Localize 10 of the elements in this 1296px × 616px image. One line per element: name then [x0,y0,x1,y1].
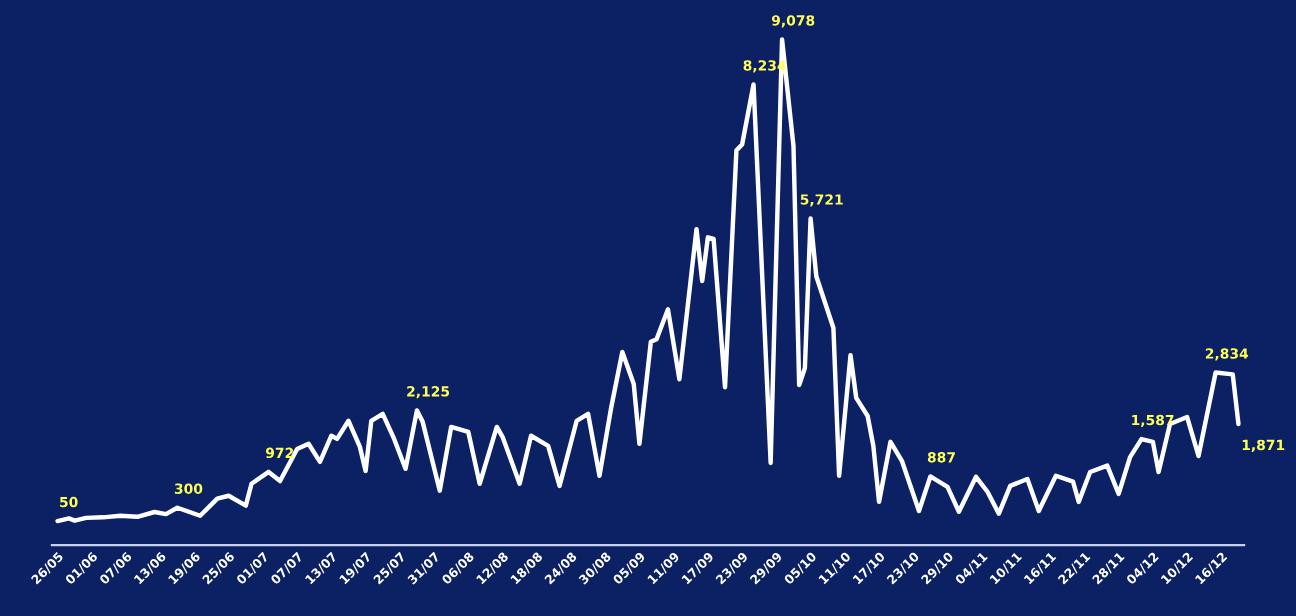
data-label: 2,834 [1205,348,1249,361]
data-label: 2,125 [407,386,450,399]
data-label: 1,587 [1132,414,1174,428]
data-label: 972 [265,447,294,459]
data-label: 50 [60,496,78,508]
data-label: 300 [174,483,203,494]
data-label: 9,078 [771,15,815,28]
data-label: 5,721 [800,194,843,207]
data-label: 1,871 [1242,439,1285,452]
data-label: 887 [927,452,955,463]
